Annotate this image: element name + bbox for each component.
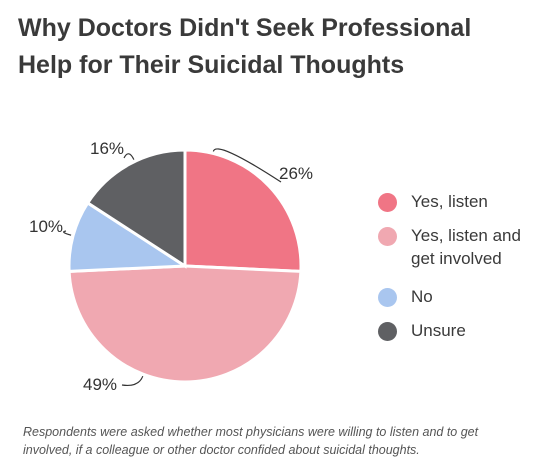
chart-caption: Respondents were asked whether most phys… — [23, 423, 523, 459]
legend-label: No — [411, 287, 433, 306]
chart-title: Why Doctors Didn't Seek Professional Hel… — [18, 10, 528, 84]
legend-label-line2: get involved — [411, 249, 502, 268]
legend-swatch-yes-listen-and-get-involved — [378, 227, 397, 246]
data-label-yes-listen-and-get-involved: 49% — [83, 375, 117, 394]
legend-item-yes-listen-and-get-involved: Yes, listen and get involved — [378, 224, 521, 270]
data-label-yes-listen: 26% — [279, 164, 313, 183]
legend-item-unsure: Unsure — [378, 319, 466, 342]
legend-item-no: No — [378, 285, 433, 308]
pie-slice-yes-listen-and-get-involved — [67, 264, 303, 384]
data-label-no: 10% — [29, 217, 63, 236]
legend-label: Yes, listen and — [411, 226, 521, 245]
leader-line-unsure — [123, 153, 135, 160]
legend-swatch-no — [378, 288, 397, 307]
chart-title-line1: Why Doctors Didn't Seek Professional — [18, 14, 472, 42]
chart-title-line2: Help for Their Suicidal Thoughts — [18, 51, 405, 79]
legend-label: Unsure — [411, 321, 466, 340]
legend-swatch-unsure — [378, 322, 397, 341]
leader-line-no — [63, 230, 72, 236]
legend-item-yes-listen: Yes, listen — [378, 190, 488, 213]
pie-slice-unsure — [85, 148, 187, 269]
data-label-unsure: 16% — [90, 139, 124, 158]
legend-swatch-yes-listen — [378, 193, 397, 212]
pie-slice-yes-listen — [183, 148, 303, 273]
legend-label: Yes, listen — [411, 192, 488, 211]
caption-line2: involved, if a colleague or other doctor… — [23, 443, 420, 457]
caption-line1: Respondents were asked whether most phys… — [23, 425, 479, 439]
leader-line-yes-listen-and-get-involved — [121, 375, 144, 386]
leader-line-yes-listen — [212, 148, 282, 183]
